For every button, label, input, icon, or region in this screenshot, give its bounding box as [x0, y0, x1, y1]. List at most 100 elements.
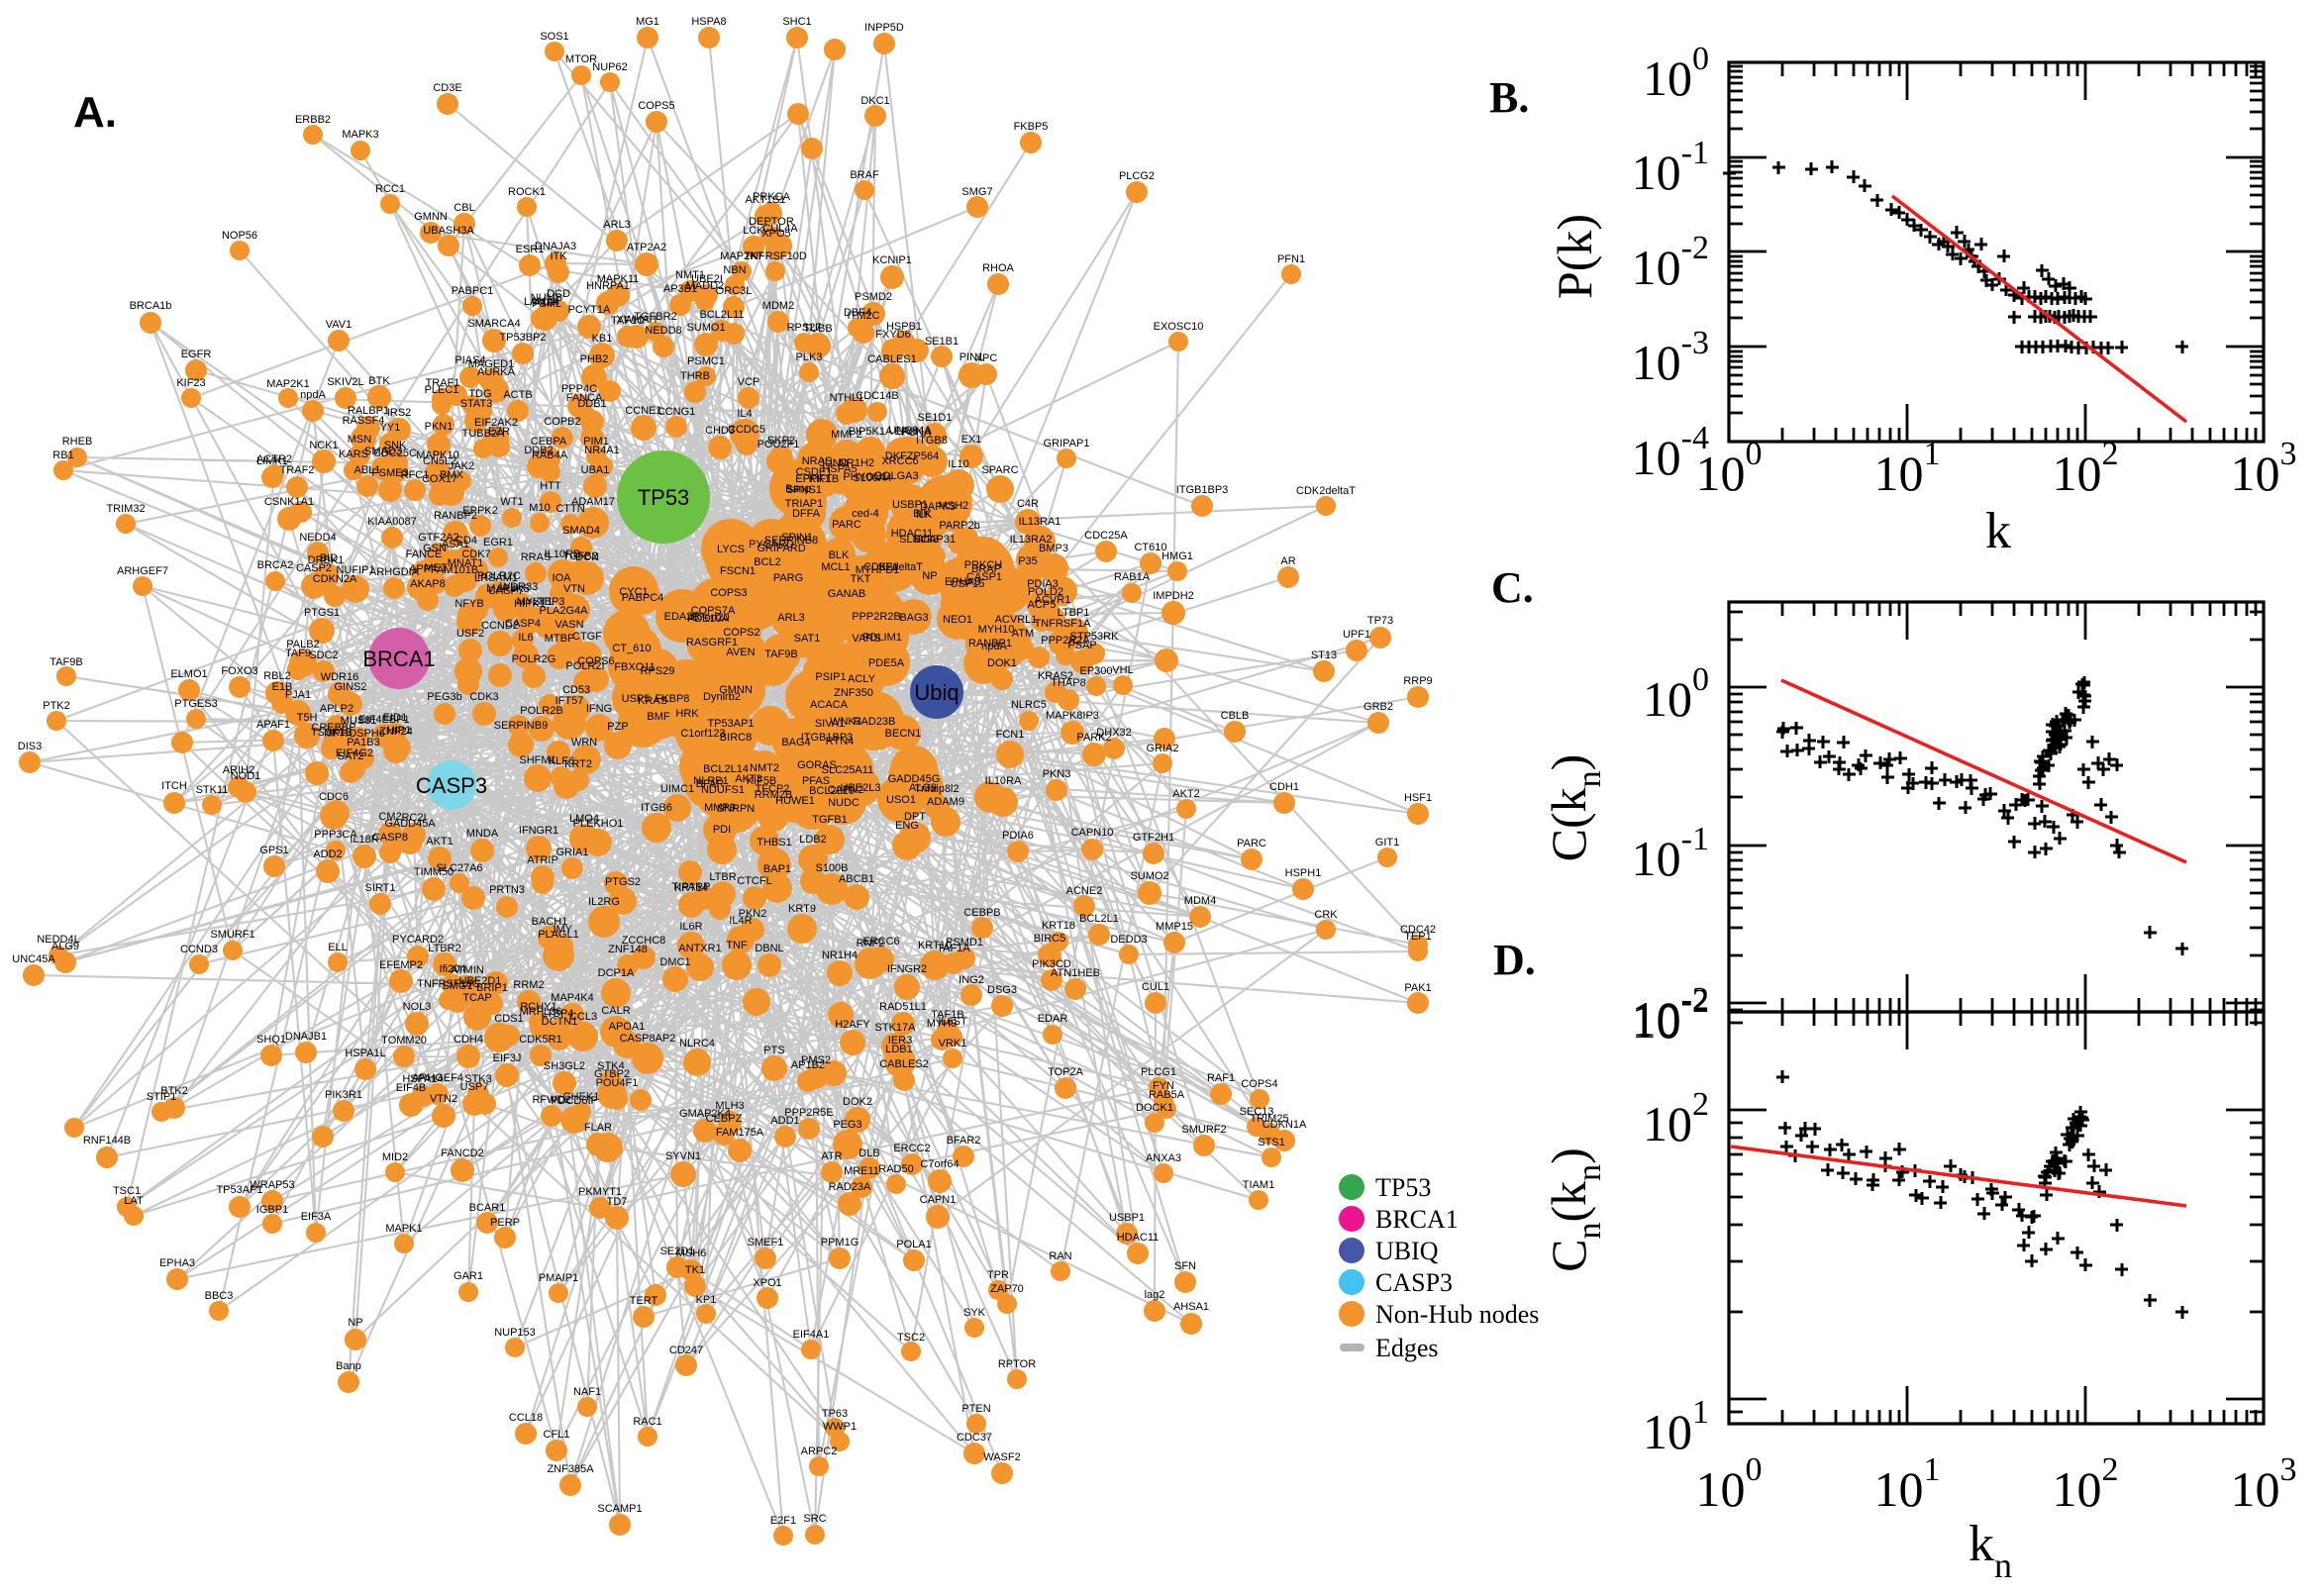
svg-text:TOP2A: TOP2A [1048, 1066, 1084, 1078]
svg-text:EFEMP2: EFEMP2 [379, 959, 423, 971]
svg-text:FBXO11: FBXO11 [614, 661, 655, 673]
svg-text:SPARC: SPARC [981, 464, 1018, 476]
svg-text:PARC: PARC [832, 519, 861, 531]
svg-text:NP: NP [922, 570, 937, 582]
svg-text:STK11: STK11 [196, 784, 229, 796]
svg-text:EPPK1: EPPK1 [795, 473, 830, 485]
svg-text:RPS29: RPS29 [641, 665, 675, 677]
svg-text:Ubiq: Ubiq [914, 680, 959, 705]
svg-text:EIF3J: EIF3J [493, 1052, 522, 1064]
svg-text:APP: APP [409, 563, 431, 575]
svg-text:FAM101B: FAM101B [431, 564, 478, 576]
svg-text:IOA: IOA [553, 572, 572, 584]
svg-text:D.: D. [1493, 936, 1536, 984]
svg-text:ATN1HEB: ATN1HEB [1051, 967, 1100, 979]
svg-text:Non-Hub nodes: Non-Hub nodes [1375, 1300, 1539, 1329]
svg-text:USP5: USP5 [622, 693, 651, 705]
svg-text:NEDD4L: NEDD4L [37, 934, 79, 946]
svg-text:WRAP53: WRAP53 [250, 1179, 294, 1191]
svg-text:GRIA2: GRIA2 [1146, 743, 1178, 754]
svg-text:TSSK1B: TSSK1B [311, 727, 353, 739]
svg-text:ARHGDIA: ARHGDIA [369, 566, 420, 578]
svg-text:RAB4A: RAB4A [532, 449, 568, 461]
svg-text:CHD3: CHD3 [705, 425, 735, 437]
svg-text:CASP3: CASP3 [1375, 1268, 1453, 1297]
svg-text:MDM4: MDM4 [1184, 895, 1216, 907]
svg-text:S100B: S100B [815, 862, 848, 874]
svg-text:VTN2: VTN2 [430, 1093, 457, 1105]
svg-text:RANBP2: RANBP2 [434, 510, 477, 522]
svg-text:STK3: STK3 [464, 1073, 492, 1085]
svg-text:BTK: BTK [368, 375, 390, 387]
svg-text:BIK: BIK [913, 508, 931, 520]
svg-text:SLC25A11: SLC25A11 [822, 764, 873, 776]
svg-text:PSIP1: PSIP1 [815, 671, 846, 683]
svg-text:CDKN2A: CDKN2A [313, 573, 357, 585]
svg-text:AVEN: AVEN [726, 647, 755, 658]
svg-text:ERCC2: ERCC2 [893, 1143, 930, 1154]
svg-text:UBE2I: UBE2I [691, 273, 723, 285]
svg-text:VRK1: VRK1 [939, 1038, 967, 1049]
svg-text:MAPK3: MAPK3 [342, 129, 378, 141]
svg-text:Edges: Edges [1375, 1334, 1439, 1362]
svg-text:NDUFS1: NDUFS1 [701, 784, 745, 796]
svg-text:CDKN1A: CDKN1A [1262, 1119, 1307, 1131]
svg-text:SLNtrk3: SLNtrk3 [899, 534, 939, 546]
svg-text:ITGB1BP3: ITGB1BP3 [1176, 484, 1229, 496]
svg-text:SCAMP1: SCAMP1 [597, 1503, 642, 1515]
svg-text:DBNL: DBNL [755, 943, 783, 954]
svg-text:CYC1: CYC1 [619, 586, 648, 598]
svg-text:PKN2: PKN2 [739, 908, 767, 920]
svg-text:HSPA14: HSPA14 [402, 1073, 443, 1085]
svg-text:ARL3: ARL3 [603, 219, 631, 231]
svg-text:CEBPZ: CEBPZ [706, 1113, 743, 1125]
svg-text:PDLIM1: PDLIM1 [862, 632, 902, 644]
svg-text:CDC14B: CDC14B [856, 390, 898, 402]
svg-text:IER3: IER3 [888, 1035, 912, 1047]
svg-text:ACTB: ACTB [503, 389, 532, 401]
svg-text:UBE2L3: UBE2L3 [841, 782, 881, 794]
svg-text:DCTN1: DCTN1 [542, 1016, 578, 1028]
svg-text:GANAB: GANAB [828, 588, 866, 600]
svg-text:TGFB2: TGFB2 [562, 550, 597, 562]
svg-text:TOMM20: TOMM20 [381, 1035, 427, 1047]
svg-text:ANTXR1: ANTXR1 [678, 943, 721, 954]
svg-text:MTBP: MTBP [545, 633, 575, 645]
svg-text:GMNN: GMNN [719, 684, 753, 696]
svg-text:CAPN10: CAPN10 [1071, 827, 1114, 839]
svg-text:PPP3CA: PPP3CA [314, 829, 357, 841]
svg-text:RAD51L1: RAD51L1 [879, 1001, 927, 1013]
svg-text:TSC2: TSC2 [897, 1332, 925, 1344]
svg-text:DNAJA3: DNAJA3 [535, 241, 576, 252]
svg-text:UNC45A: UNC45A [12, 953, 55, 965]
svg-text:KIAA0087: KIAA0087 [367, 516, 417, 528]
svg-text:100: 100 [1696, 436, 1763, 501]
svg-text:SHC1: SHC1 [782, 16, 811, 28]
svg-text:EZR: EZR [488, 426, 510, 438]
svg-text:UIMC1: UIMC1 [660, 783, 694, 795]
svg-text:BMX: BMX [440, 469, 464, 481]
svg-text:NEDD4: NEDD4 [299, 532, 336, 544]
svg-text:RBL2: RBL2 [263, 670, 291, 682]
svg-text:TP53AP1: TP53AP1 [707, 718, 754, 730]
svg-text:PIAS4: PIAS4 [454, 354, 485, 366]
svg-text:TERT: TERT [630, 1295, 658, 1307]
svg-text:NUMB: NUMB [531, 292, 562, 304]
svg-text:103: 103 [2231, 436, 2297, 501]
svg-text:GRIA1: GRIA1 [556, 847, 588, 858]
svg-text:T5H: T5H [297, 712, 318, 724]
svg-text:DKC1: DKC1 [860, 95, 889, 107]
svg-text:CT_610: CT_610 [612, 643, 651, 654]
svg-text:AP1B2: AP1B2 [791, 1059, 825, 1071]
svg-text:S100A4: S100A4 [853, 472, 891, 484]
svg-text:NLRP1: NLRP1 [693, 775, 728, 787]
svg-text:NLRC4: NLRC4 [679, 1038, 715, 1049]
svg-text:APLP2: APLP2 [320, 703, 354, 715]
svg-text:DOCK1: DOCK1 [1136, 1102, 1173, 1114]
svg-text:RPTOR: RPTOR [998, 1358, 1036, 1370]
svg-text:BCAR1: BCAR1 [469, 1202, 506, 1214]
svg-text:RFC1: RFC1 [401, 469, 430, 481]
svg-text:C1orf123: C1orf123 [680, 728, 725, 740]
svg-text:COPS4: COPS4 [1241, 1078, 1277, 1090]
svg-text:KIF1B: KIF1B [809, 473, 840, 485]
